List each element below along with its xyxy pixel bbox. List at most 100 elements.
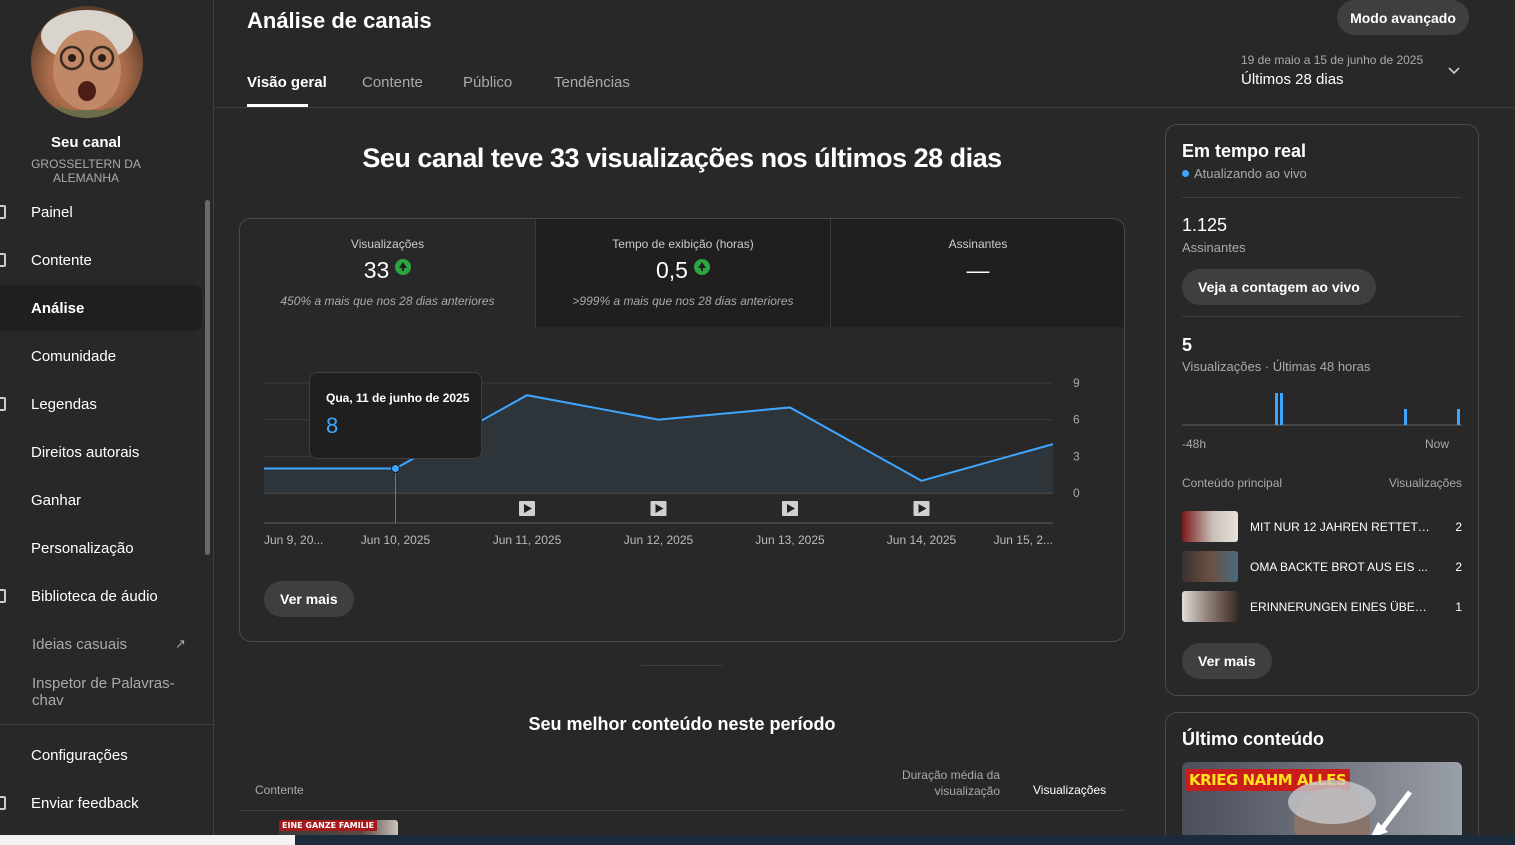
sidebar-item-biblioteca-audio[interactable]: Biblioteca de áudio [0,573,202,619]
tooltip-value: 8 [326,413,339,438]
overview-card: Visualizações 33 450% a mais que nos 28 … [239,218,1125,642]
os-taskbar [0,835,1515,845]
play-icon [524,504,532,513]
os-taskbar-segment [0,835,295,845]
table-divider [239,810,1125,811]
data-point [391,464,400,474]
metric-tab-subscribers[interactable]: Assinantes — [830,219,1124,327]
external-link-icon: ↗ [175,636,186,651]
feedback-icon [0,796,6,810]
sidebar-item-configuracoes[interactable]: Configurações [0,732,202,778]
video-thumbnail[interactable]: KRIEG NAHM ALLES [1182,762,1462,845]
arrow-icon [1376,790,1412,836]
sidebar-item-painel[interactable]: Painel [0,189,202,235]
video-thumbnail [1182,511,1238,542]
live-count-button[interactable]: Veja a contagem ao vivo [1182,269,1376,305]
see-more-button[interactable]: Ver mais [264,581,354,617]
metric-tab-views[interactable]: Visualizações 33 450% a mais que nos 28 … [240,219,535,327]
x-tick-label: Jun 9, 20... [264,533,323,547]
views-chart[interactable]: 9 6 3 0 Jun 9, 20... Jun 10, 2025 Jun 11, 2025… [240,327,1124,557]
sidebar-item-enviar-feedback[interactable]: Enviar feedback [0,780,202,826]
chevron-down-icon[interactable] [1447,64,1461,78]
realtime-bar[interactable] [1404,409,1407,425]
sidebar-item-inspetor-palavras[interactable]: Inspetor de Palavras-chav [0,669,202,715]
date-range-subtitle[interactable]: 19 de maio a 15 de junho de 2025 [1241,53,1424,67]
x-tick-label: Jun 12, 2025 [624,533,694,547]
sidebar-item-label: Comunidade [31,347,117,365]
y-tick-label: 0 [1073,486,1080,500]
video-views: 2 [1455,520,1462,534]
column-header-views[interactable]: Visualizações [1033,783,1107,797]
sidebar-item-ganhar[interactable]: Ganhar [0,477,202,523]
y-tick-label: 6 [1073,413,1080,427]
list-item[interactable]: MIT NUR 12 JAHREN RETTETE ... 2 [1182,511,1462,545]
metric-tab-watch-time[interactable]: Tempo de exibição (horas) 0,5 >999% a ma… [535,219,830,327]
see-more-button[interactable]: Ver mais [1182,643,1272,679]
sidebar-scrollbar[interactable] [205,200,210,555]
header-divider [214,107,1515,108]
video-views: 1 [1455,600,1462,614]
arrow-up-icon [395,259,412,275]
sidebar-item-analise[interactable]: Análise [0,285,202,331]
realtime-card: Em tempo real Atualizando ao vivo 1.125 … [1165,124,1479,696]
card-divider [1182,197,1462,198]
x-tick-label: Jun 10, 2025 [361,533,431,547]
active-tab-indicator [247,104,308,107]
realtime-views-count: 5 [1182,335,1193,355]
metric-value: 33 [240,257,535,284]
channel-avatar[interactable] [31,6,143,118]
tab-contente[interactable]: Contente [362,74,423,91]
video-title: ERINNERUNGEN EINES ÜBERLEBENDEN [1250,600,1430,614]
realtime-bar[interactable] [1457,409,1460,425]
column-header-avg-duration[interactable]: Duração média da visualização [901,768,1000,798]
best-content-title: Seu melhor conteúdo neste período [528,714,836,734]
y-tick-label: 9 [1073,376,1080,390]
arrow-up-icon [693,259,710,275]
realtime-bar-chart[interactable] [1182,387,1462,429]
column-header-content: Contente [255,783,304,797]
sidebar-item-label: Ideias casuais [32,635,128,653]
sidebar-item-direitos-autorais[interactable]: Direitos autorais [0,429,202,475]
play-icon [787,504,795,513]
list-item[interactable]: ERINNERUNGEN EINES ÜBERLEBENDEN 1 [1182,591,1462,625]
metric-comparison: >999% a mais que nos 28 dias anteriores [572,294,794,308]
chart-tooltip: Qua, 11 de junho de 2025 8 [309,372,482,459]
sidebar-item-legendas[interactable]: Legendas [0,381,202,427]
sidebar-item-label: Enviar feedback [31,794,139,812]
list-item[interactable]: OMA BACKTE BROT AUS EIS ... 2 [1182,551,1462,585]
play-icon [655,504,664,513]
sidebar-item-contente[interactable]: Contente [0,237,202,283]
sidebar-item-personalizacao[interactable]: Personalização [0,525,202,571]
video-title: OMA BACKTE BROT AUS EIS ... [1250,560,1428,574]
realtime-title: Em tempo real [1182,141,1307,161]
video-thumbnail [1182,591,1238,622]
tab-visao-geral[interactable]: Visão geral [247,74,327,91]
x-tick-label: Jun 11, 2025 [493,533,562,547]
sidebar-item-comunidade[interactable]: Comunidade [0,333,202,379]
live-indicator: Atualizando ao vivo [1182,166,1307,181]
tab-tendencias[interactable]: Tendências [554,74,630,91]
top-content-views-header: Visualizações [1388,476,1462,490]
sidebar-item-label: Inspetor de Palavras-chav [32,675,175,709]
video-thumbnail [1182,551,1238,582]
axis-label-end: Now [1425,437,1450,451]
sidebar-item-label: Análise [31,299,85,317]
sidebar: Seu canal GROSSELTERN DA ALEMANHA Painel… [0,0,214,835]
advanced-mode-button[interactable]: Modo avançado [1337,0,1469,35]
sidebar-item-ideias-casuais[interactable]: Ideias casuais ↗ [0,621,202,667]
realtime-bar[interactable] [1275,393,1278,425]
dashboard-icon [0,205,6,219]
sidebar-item-label: Direitos autorais [31,443,140,461]
date-range-selector[interactable]: Últimos 28 dias [1241,71,1344,88]
realtime-bar[interactable] [1280,393,1283,425]
card-divider [1182,316,1462,317]
metric-value: 0,5 [536,257,830,284]
thumbnail-caption: EINE GANZE FAMILIE [279,820,378,831]
tab-publico[interactable]: Público [463,74,513,91]
subscriber-label: Assinantes [1182,240,1246,255]
y-tick-label: 3 [1073,449,1080,463]
thumbnail-art [1288,780,1412,845]
sidebar-item-label: Configurações [31,746,128,764]
latest-content-card: Último conteúdo KRIEG NAHM ALLES [1165,712,1479,845]
